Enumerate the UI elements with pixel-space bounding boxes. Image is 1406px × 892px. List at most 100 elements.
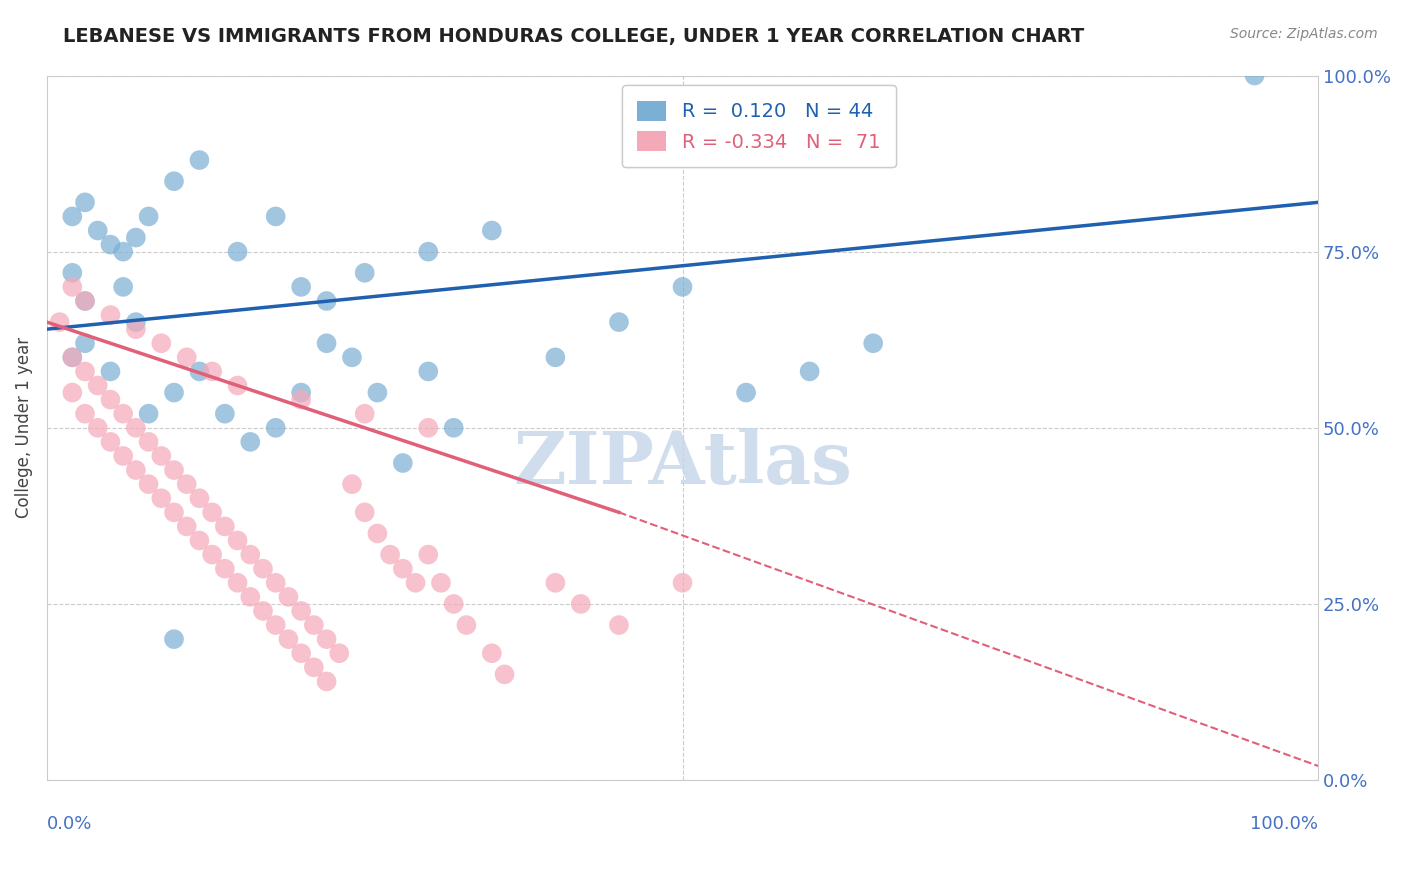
Point (138, 434, 160, 449)
Point (48, 315, 70, 329)
Point (671, 280, 693, 294)
Point (163, 385, 186, 400)
Point (862, 336, 884, 351)
Point (226, 378, 249, 392)
Point (138, 407, 160, 421)
Point (87, 223, 110, 237)
Point (73, 336, 96, 351)
Point (277, 632, 299, 647)
Point (264, 210, 287, 224)
Text: 0.0%: 0.0% (46, 815, 93, 833)
Point (125, 315, 148, 329)
Point (214, 519, 236, 533)
Text: LEBANESE VS IMMIGRANTS FROM HONDURAS COLLEGE, UNDER 1 YEAR CORRELATION CHART: LEBANESE VS IMMIGRANTS FROM HONDURAS COL… (63, 27, 1084, 45)
Point (150, 491, 173, 506)
Point (125, 322, 148, 336)
Point (607, 618, 630, 632)
Point (73, 293, 96, 308)
Point (418, 244, 440, 259)
Point (456, 618, 478, 632)
Point (188, 533, 211, 548)
Point (366, 385, 388, 400)
Point (252, 604, 274, 618)
Point (214, 562, 236, 576)
Point (481, 646, 503, 660)
Point (176, 351, 198, 365)
Point (799, 364, 821, 378)
Point (430, 575, 453, 590)
Text: Source: ZipAtlas.com: Source: ZipAtlas.com (1230, 27, 1378, 41)
Point (405, 575, 427, 590)
Point (87, 378, 110, 392)
Point (176, 477, 198, 491)
Point (671, 575, 693, 590)
Point (544, 351, 567, 365)
Point (73, 195, 96, 210)
Point (544, 575, 567, 590)
Point (392, 456, 415, 470)
Point (290, 385, 312, 400)
Point (60, 351, 83, 365)
Point (138, 477, 160, 491)
Point (112, 449, 135, 463)
Point (176, 519, 198, 533)
Point (125, 421, 148, 435)
Point (239, 590, 262, 604)
Point (87, 421, 110, 435)
Point (100, 364, 122, 378)
Point (353, 407, 375, 421)
Point (201, 505, 224, 519)
Point (201, 548, 224, 562)
Point (60, 385, 83, 400)
Point (150, 336, 173, 351)
Point (277, 590, 299, 604)
Point (239, 434, 262, 449)
Point (163, 632, 186, 647)
Point (214, 407, 236, 421)
Point (226, 575, 249, 590)
Point (138, 210, 160, 224)
Point (494, 667, 516, 681)
Point (125, 463, 148, 477)
Point (302, 660, 325, 674)
Point (188, 491, 211, 506)
Point (163, 174, 186, 188)
Point (188, 364, 211, 378)
Point (60, 351, 83, 365)
Point (353, 266, 375, 280)
Point (60, 266, 83, 280)
Point (100, 392, 122, 407)
Point (290, 280, 312, 294)
Point (188, 153, 211, 167)
Text: ZIPAtlas: ZIPAtlas (513, 427, 852, 499)
Point (418, 364, 440, 378)
Point (290, 604, 312, 618)
Point (252, 562, 274, 576)
Point (328, 646, 350, 660)
Point (100, 308, 122, 322)
Point (443, 421, 465, 435)
Point (302, 618, 325, 632)
Point (735, 385, 758, 400)
Point (378, 548, 401, 562)
Text: 100.0%: 100.0% (1250, 815, 1319, 833)
Point (340, 351, 363, 365)
Point (112, 407, 135, 421)
Point (100, 237, 122, 252)
Point (418, 421, 440, 435)
Point (60, 210, 83, 224)
Point (569, 597, 592, 611)
Legend: R =  0.120   N = 44, R = -0.334   N =  71: R = 0.120 N = 44, R = -0.334 N = 71 (621, 86, 896, 167)
Point (392, 562, 415, 576)
Point (264, 575, 287, 590)
Point (264, 421, 287, 435)
Point (315, 632, 337, 647)
Point (315, 336, 337, 351)
Point (481, 223, 503, 237)
Point (353, 505, 375, 519)
Point (73, 364, 96, 378)
Point (112, 280, 135, 294)
Point (340, 477, 363, 491)
Point (73, 407, 96, 421)
Point (1243, 69, 1265, 83)
